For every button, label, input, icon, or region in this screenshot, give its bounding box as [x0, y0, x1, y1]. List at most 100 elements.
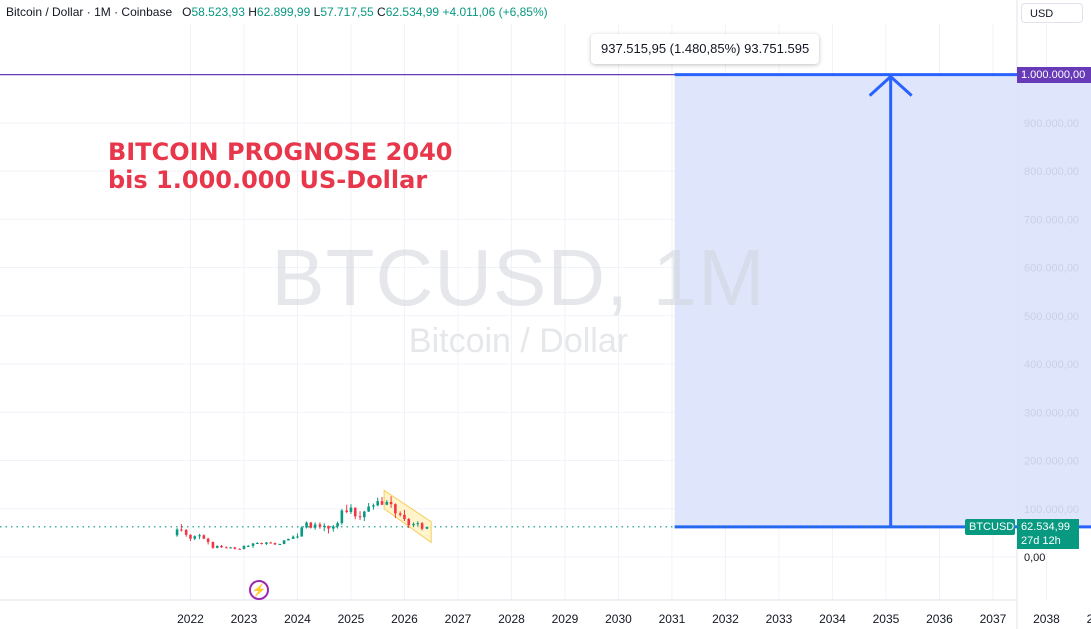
x-tick-label: 2023: [231, 612, 258, 626]
lightning-icon[interactable]: ⚡: [249, 580, 269, 600]
legend-low-value: 57.717,55: [320, 5, 374, 19]
bar-countdown: 27d 12h: [1021, 534, 1061, 547]
x-tick-label: 2022: [177, 612, 204, 626]
x-tick-label: 2037: [980, 612, 1007, 626]
candle-body[interactable]: [340, 510, 344, 524]
candle-body[interactable]: [349, 507, 353, 512]
candle-body[interactable]: [189, 534, 192, 539]
candle-body[interactable]: [380, 501, 384, 505]
annotation-line-1: BITCOIN PROGNOSE 2040: [108, 138, 453, 166]
candle-body[interactable]: [291, 536, 295, 539]
candle-body[interactable]: [180, 529, 183, 531]
candle-body[interactable]: [420, 523, 424, 529]
candle-body[interactable]: [345, 510, 348, 512]
currency-selector[interactable]: USD: [1021, 3, 1083, 23]
candle-body[interactable]: [318, 524, 322, 527]
candle-body[interactable]: [282, 540, 286, 544]
candle-body[interactable]: [322, 525, 326, 527]
arrow-head: [868, 74, 913, 97]
legend-close-label: C: [377, 5, 386, 19]
x-tick-label: 2024: [284, 612, 311, 626]
legend-open-label: O: [182, 5, 192, 19]
candle-body[interactable]: [246, 545, 250, 547]
candle-body[interactable]: [403, 514, 406, 520]
candle-body[interactable]: [287, 538, 290, 541]
x-tick-label: 2031: [659, 612, 686, 626]
candle-body[interactable]: [372, 505, 375, 507]
candle-body[interactable]: [376, 501, 380, 506]
candle-body[interactable]: [242, 545, 246, 550]
candle-body[interactable]: [233, 547, 237, 549]
candle-body[interactable]: [336, 523, 339, 527]
candle-body[interactable]: [305, 522, 308, 528]
candle-body[interactable]: [363, 511, 366, 518]
x-tick-label: 2033: [766, 612, 793, 626]
legend-interval: 1M: [94, 5, 111, 19]
candle-body[interactable]: [184, 529, 188, 535]
candle-body[interactable]: [389, 501, 393, 505]
candle-body[interactable]: [407, 519, 411, 526]
x-tick-label: 2032: [712, 612, 739, 626]
candle-body[interactable]: [211, 542, 215, 548]
legend-high-value: 62.899,99: [256, 5, 311, 19]
candle-body[interactable]: [398, 513, 402, 515]
chart-annotation[interactable]: BITCOIN PROGNOSE 2040 bis 1.000.000 US-D…: [108, 138, 452, 194]
x-tick-label: 2028: [498, 612, 525, 626]
candle-body[interactable]: [206, 538, 210, 543]
candle-body[interactable]: [358, 516, 362, 518]
candle-body[interactable]: [251, 543, 255, 546]
candle-body[interactable]: [220, 545, 223, 548]
x-tick-label: 2034: [819, 612, 846, 626]
x-tick-label: 2029: [552, 612, 579, 626]
legend-change: +4.011,06 (+6,85%): [442, 5, 548, 19]
candle-body[interactable]: [278, 543, 282, 545]
x-tick-label: 2027: [445, 612, 472, 626]
x-tick-label: 2036: [926, 612, 953, 626]
candle-body[interactable]: [332, 526, 335, 529]
x-tick-label: 2035: [873, 612, 900, 626]
candle-body[interactable]: [394, 504, 397, 514]
legend-close-value: 62.534,99: [385, 5, 440, 19]
x-tick-label: 2039: [1087, 612, 1091, 626]
x-tick-label: 2026: [391, 612, 418, 626]
candle-body[interactable]: [238, 548, 241, 550]
current-price-value: 62.534,99: [1021, 520, 1070, 533]
legend-open-value: 58.523,93: [191, 5, 245, 19]
candle-body[interactable]: [273, 543, 277, 545]
candle-body[interactable]: [353, 507, 357, 517]
x-tick-label: 2025: [338, 612, 365, 626]
legend-low-label: L: [313, 5, 321, 19]
candle-body[interactable]: [296, 536, 299, 538]
candle-body[interactable]: [202, 535, 206, 539]
candle-body[interactable]: [367, 506, 370, 512]
candle-body[interactable]: [215, 545, 219, 548]
candle-body[interactable]: [385, 501, 389, 505]
falling-wedge-pattern[interactable]: [383, 489, 432, 544]
x-tick-label: 2030: [605, 612, 632, 626]
candle-body[interactable]: [256, 543, 259, 545]
legend-exchange: Coinbase: [121, 5, 173, 19]
current-symbol-tag: BTCUSD: [965, 518, 1015, 535]
candle-body[interactable]: [313, 524, 317, 528]
candle-body[interactable]: [412, 523, 415, 526]
x-tick-label: 2038: [1033, 612, 1060, 626]
candle-body[interactable]: [269, 542, 273, 544]
candle-body[interactable]: [175, 529, 179, 536]
legend-sep: ·: [114, 5, 119, 19]
candle-body[interactable]: [225, 547, 228, 549]
candle-body[interactable]: [416, 523, 420, 525]
price-range-area[interactable]: [674, 74, 1091, 527]
candle-body[interactable]: [229, 547, 232, 549]
symbol-legend: Bitcoin / Dollar · 1M · Coinbase O58.523…: [0, 0, 548, 24]
candle-body[interactable]: [309, 522, 313, 528]
candle-body[interactable]: [425, 526, 429, 529]
candle-body[interactable]: [300, 527, 304, 537]
legend-high-label: H: [248, 5, 257, 19]
candle-body[interactable]: [260, 543, 263, 545]
candle-body[interactable]: [193, 536, 197, 539]
legend-symbol[interactable]: Bitcoin / Dollar: [6, 5, 84, 19]
candle-body[interactable]: [327, 525, 330, 529]
candle-body[interactable]: [265, 542, 268, 544]
candle-body[interactable]: [198, 535, 201, 537]
